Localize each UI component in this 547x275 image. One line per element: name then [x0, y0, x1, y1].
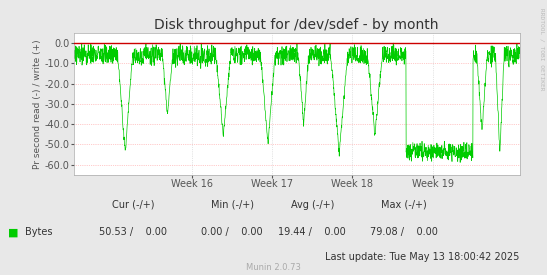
Text: Avg (-/+): Avg (-/+) — [290, 200, 334, 210]
Text: Bytes: Bytes — [25, 227, 52, 237]
Text: Max (-/+): Max (-/+) — [381, 200, 427, 210]
Title: Disk throughput for /dev/sdef - by month: Disk throughput for /dev/sdef - by month — [154, 18, 439, 32]
Text: 0.00 /    0.00: 0.00 / 0.00 — [201, 227, 263, 237]
Text: 50.53 /    0.00: 50.53 / 0.00 — [99, 227, 167, 237]
Text: Munin 2.0.73: Munin 2.0.73 — [246, 263, 301, 272]
Text: 79.08 /    0.00: 79.08 / 0.00 — [370, 227, 438, 237]
Text: Cur (-/+): Cur (-/+) — [112, 200, 154, 210]
Text: ■: ■ — [8, 227, 19, 237]
Text: 19.44 /    0.00: 19.44 / 0.00 — [278, 227, 346, 237]
Text: RRDTOOL / TOBI OETIKER: RRDTOOL / TOBI OETIKER — [539, 8, 544, 91]
Text: Last update: Tue May 13 18:00:42 2025: Last update: Tue May 13 18:00:42 2025 — [325, 252, 520, 262]
Text: Min (-/+): Min (-/+) — [211, 200, 254, 210]
Y-axis label: Pr second read (-) / write (+): Pr second read (-) / write (+) — [33, 39, 42, 169]
